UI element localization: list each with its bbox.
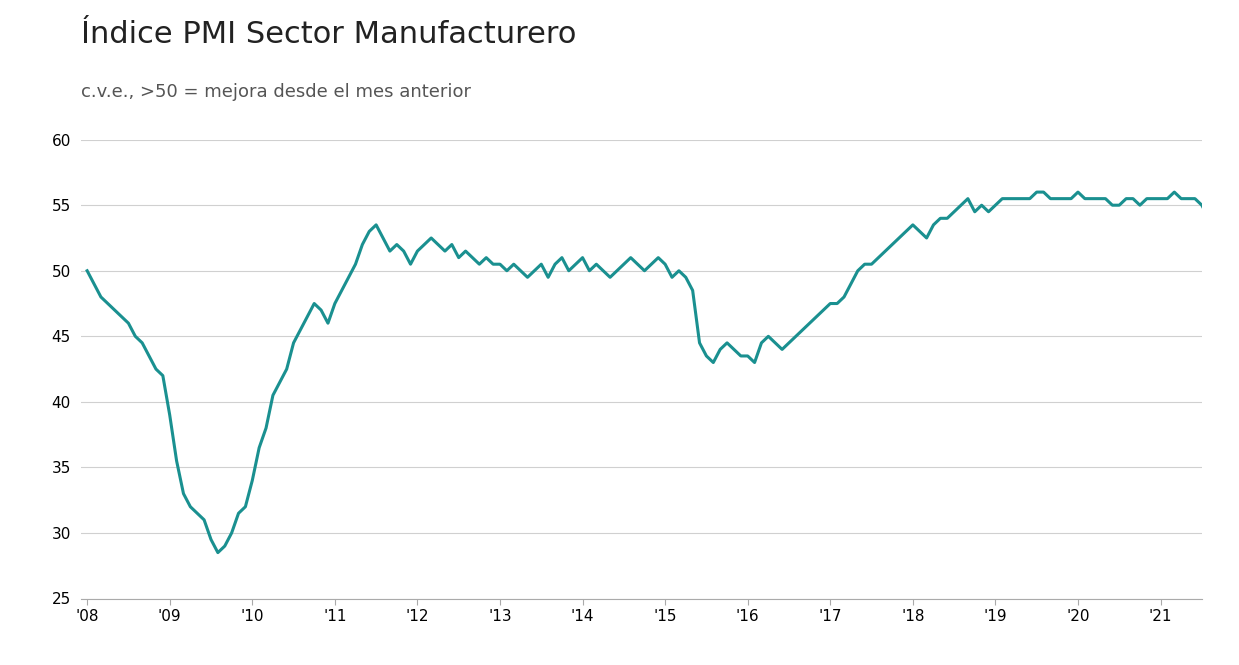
Text: c.v.e., >50 = mejora desde el mes anterior: c.v.e., >50 = mejora desde el mes anteri… [81, 83, 471, 101]
Text: Índice PMI Sector Manufacturero: Índice PMI Sector Manufacturero [81, 20, 576, 49]
